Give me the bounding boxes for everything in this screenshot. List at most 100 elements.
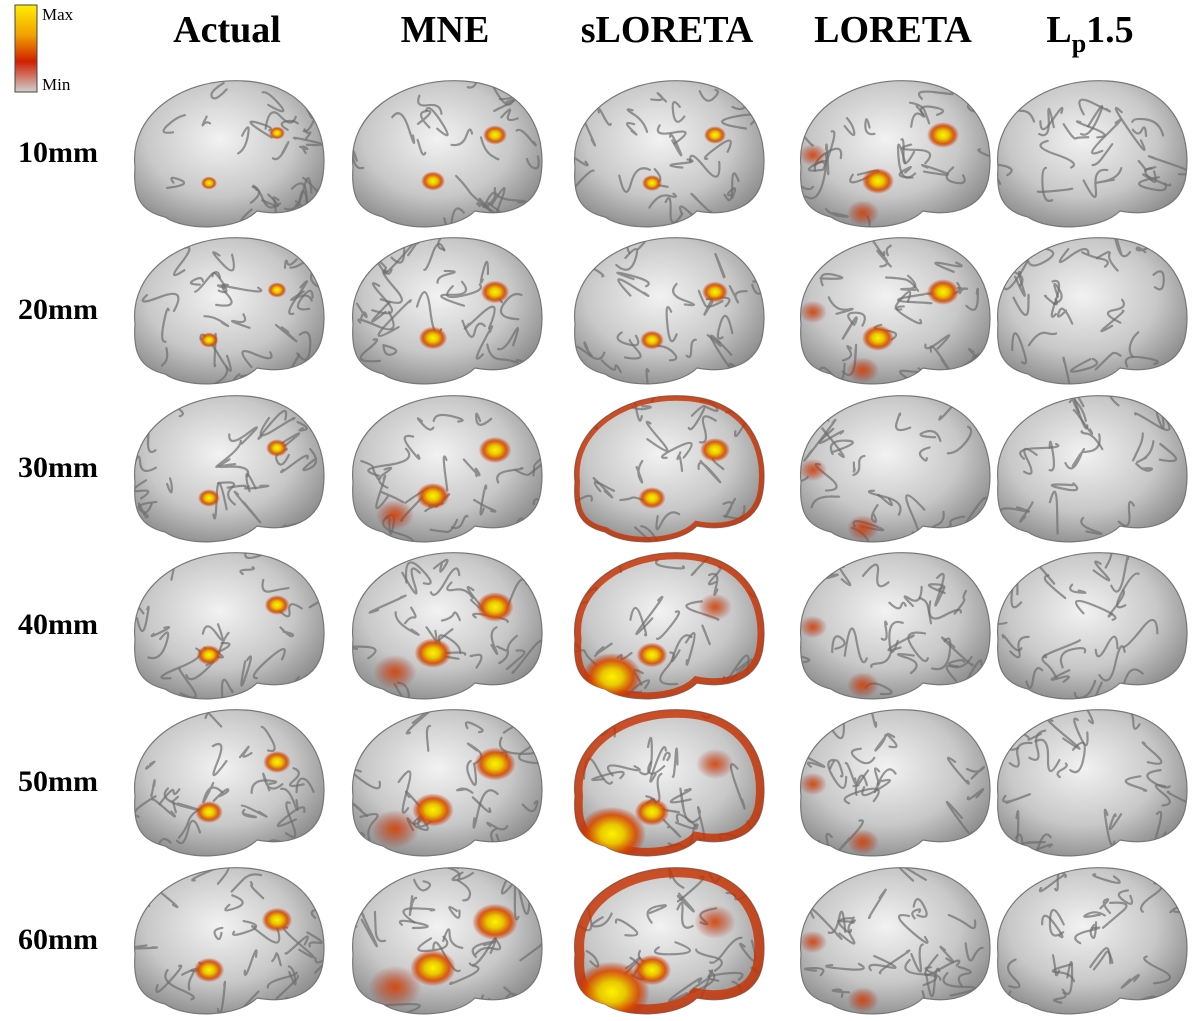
sulcus [820, 704, 834, 723]
activation [574, 962, 650, 1021]
column-header: MNE [401, 9, 490, 51]
activation [269, 127, 285, 140]
activation [477, 592, 514, 622]
activation [862, 168, 894, 194]
activation [642, 175, 662, 191]
sulcus [751, 387, 761, 411]
brain-surface [135, 553, 324, 699]
activation [483, 125, 507, 144]
activation [197, 645, 222, 665]
brain-image [998, 702, 1202, 867]
brain-image [788, 538, 990, 699]
brain-image [784, 69, 1006, 241]
activation [927, 279, 959, 305]
sulcus [968, 87, 984, 114]
activation [702, 282, 728, 303]
sulcus [801, 713, 807, 723]
activation [847, 515, 879, 541]
activation [799, 301, 827, 323]
activation [637, 643, 668, 668]
brain-surface [801, 553, 990, 699]
column-header-subscript: p [1072, 29, 1086, 58]
colorbar [15, 5, 37, 92]
activation [265, 595, 290, 615]
brain-image [792, 379, 990, 555]
sulcus [737, 553, 755, 563]
column-header-suffix: 1.5 [1086, 9, 1134, 51]
activation [201, 177, 217, 190]
brain-surface [998, 868, 1187, 1014]
activation [262, 908, 292, 932]
sulcus [796, 407, 822, 425]
activation [696, 749, 734, 779]
brain-image [991, 841, 1188, 1014]
activation [266, 439, 288, 456]
brain-image [353, 65, 565, 229]
brain-image [134, 710, 324, 856]
activation [799, 144, 827, 166]
column-header: Lp1.5 [1046, 9, 1133, 58]
sulcus [791, 261, 804, 270]
activation [799, 773, 827, 795]
sulcus [1155, 67, 1165, 92]
column-header-text: LORETA [814, 9, 972, 51]
column-header-text: L [1046, 9, 1071, 51]
column-header-text: Actual [173, 9, 281, 51]
brain-grid [121, 58, 1201, 1021]
activation [419, 327, 447, 350]
sulcus [969, 349, 998, 380]
row-label: 10mm [18, 136, 98, 169]
activation [371, 810, 419, 849]
row-label: 40mm [18, 608, 98, 641]
brain-surface [353, 81, 542, 227]
activation [847, 200, 879, 226]
brain-image [135, 238, 329, 394]
activation [195, 801, 223, 823]
activation [417, 483, 450, 509]
column-header-text: sLORETA [581, 9, 754, 51]
column-header: sLORETA [581, 9, 754, 51]
sulcus [967, 840, 996, 849]
activation [263, 751, 291, 773]
brain-image [134, 389, 324, 541]
activation [694, 905, 736, 938]
sulcus [566, 108, 585, 125]
activation [640, 331, 664, 350]
brain-image [557, 58, 764, 227]
activation [268, 282, 287, 297]
colorbar-max: Max [42, 5, 74, 24]
activation [479, 437, 512, 463]
sulcus [134, 401, 149, 416]
sulcus [738, 726, 770, 732]
activation [198, 489, 220, 506]
column-header-text: MNE [401, 9, 490, 51]
sulcus [1003, 392, 1018, 416]
activation [847, 357, 879, 383]
activation [927, 122, 959, 148]
brain-image [575, 237, 769, 404]
activation [847, 987, 879, 1013]
sulcus [296, 558, 311, 563]
brain-image [966, 64, 1190, 226]
activation [376, 500, 414, 530]
row-label: 60mm [18, 923, 98, 956]
brain-image [791, 214, 998, 385]
sulcus [970, 538, 978, 558]
colorbar-min: Min [42, 75, 71, 94]
activation [474, 747, 515, 780]
activation [704, 126, 726, 144]
activation [373, 655, 416, 689]
brain-image [343, 693, 542, 868]
sulcus [824, 404, 829, 420]
activation [578, 807, 646, 861]
brain-image [353, 220, 542, 384]
brain-image [998, 384, 1187, 542]
brain-surface [801, 396, 990, 542]
sulcus [1167, 522, 1179, 534]
column-header: LORETA [814, 9, 972, 51]
sulcus [581, 405, 597, 428]
sulcus [151, 77, 166, 87]
sulcus [750, 356, 769, 373]
activation [421, 171, 445, 190]
activation [368, 966, 421, 1009]
